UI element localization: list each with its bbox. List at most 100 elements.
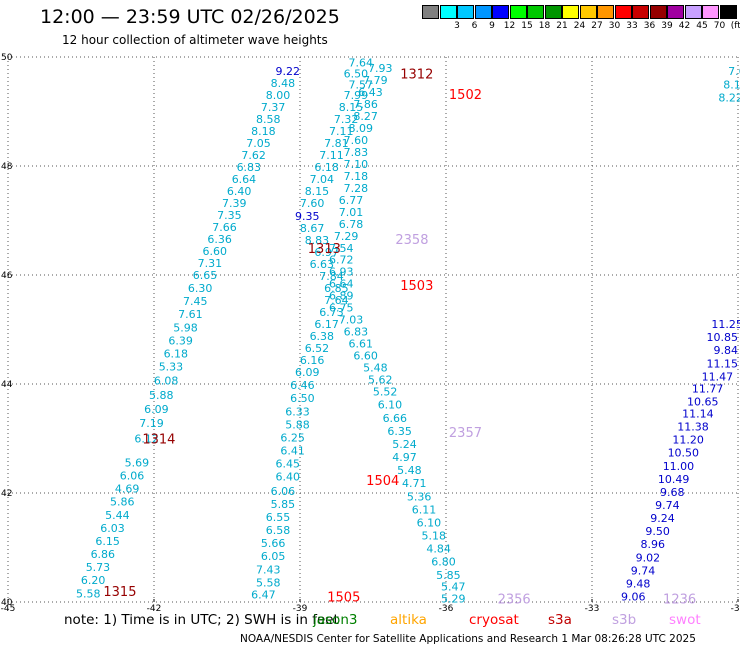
pass-id-label: 1236 — [663, 593, 696, 608]
pass-id-label: 1503 — [400, 279, 433, 294]
pass-id-label: 1502 — [449, 88, 482, 103]
colorbar-label: 27 — [591, 21, 603, 31]
wave-height-value: 9.22 — [276, 65, 301, 78]
wave-height-value: 7.11 — [319, 149, 344, 162]
footer-credit: NOAA/NESDIS Center for Satellite Applica… — [240, 633, 696, 645]
wave-height-value: 6.35 — [387, 425, 412, 438]
wave-height-value: 7.61 — [178, 308, 203, 321]
pass-id-label: 1313 — [308, 242, 341, 257]
wave-height-value: 7.10 — [344, 158, 369, 171]
colorbar-swatch — [439, 5, 457, 19]
wave-height-value: 7.93 — [368, 62, 393, 75]
colorbar-label: 24 — [573, 21, 586, 31]
wave-height-value: 6.63 — [310, 258, 335, 271]
pass-id-label: 1312 — [400, 67, 433, 82]
colorbar-label: 9 — [489, 21, 495, 31]
wave-height-value: 7.18 — [344, 170, 369, 183]
wave-height-value: 7.79 — [363, 74, 388, 87]
x-tick-label: -42 — [147, 604, 162, 614]
wave-height-value: 7.04 — [310, 173, 335, 186]
wave-height-value: 7.45 — [183, 295, 208, 308]
wave-height-value: 6.09 — [144, 403, 169, 416]
wave-height-value: 6.50 — [290, 392, 315, 405]
wave-height-value: 6.75 — [329, 302, 354, 315]
y-tick-label: 42 — [1, 489, 12, 499]
wave-height-value: 9.24 — [650, 512, 675, 525]
colorbar-swatch — [614, 5, 632, 19]
wave-height-value: 5.52 — [373, 386, 398, 399]
pass-id-label: 1504 — [366, 474, 399, 489]
wave-height-value: 6.93 — [329, 266, 354, 279]
colorbar-label: 70 — [713, 21, 726, 31]
pass-id-label: 1314 — [142, 433, 175, 448]
wave-height-value: 5.24 — [392, 438, 417, 451]
wave-height-value: 6.15 — [95, 535, 120, 548]
wave-height-value: 5.18 — [422, 530, 447, 543]
colorbar-swatch — [597, 5, 614, 19]
wave-height-value: 8.48 — [271, 77, 296, 90]
wave-height-value: 5.66 — [261, 537, 286, 550]
x-tick-label: -33 — [585, 604, 600, 614]
wave-height-value: 6.10 — [417, 516, 442, 529]
pass-id-label: 1505 — [327, 591, 360, 606]
wave-height-value: 6.20 — [81, 574, 106, 587]
wave-height-value: 6.58 — [266, 524, 291, 537]
wave-height-value: 6.38 — [310, 330, 335, 343]
wave-height-value: 5.88 — [285, 418, 310, 431]
pass-id-label: 2356 — [498, 593, 531, 608]
wave-height-value: 4.97 — [392, 451, 417, 464]
colorbar-swatch — [562, 5, 579, 19]
wave-height-value: 6.60 — [353, 350, 378, 363]
wave-height-value: 5.73 — [86, 561, 111, 574]
wave-height-value: 6.40 — [227, 185, 252, 198]
wave-height-value: 8.17 — [723, 78, 740, 91]
wave-height-value: 4.84 — [426, 543, 451, 556]
colorbar-label: 3 — [454, 21, 460, 31]
wave-height-value: 11.38 — [677, 421, 709, 434]
wave-height-value: 9.02 — [636, 551, 661, 564]
colorbar-swatch — [684, 5, 702, 19]
wave-height-value: 7.60 — [344, 134, 369, 147]
wave-height-value: 6.80 — [431, 556, 456, 569]
wave-height-value: 5.48 — [397, 464, 422, 477]
wave-height-value: 8.09 — [349, 122, 374, 135]
wave-height-value: 6.50 — [344, 67, 369, 80]
wave-height-value: 6.18 — [164, 347, 189, 360]
colorbar-label: 21 — [556, 21, 568, 31]
wave-height-value: 7.84 — [319, 270, 344, 283]
wave-height-value: 5.98 — [173, 321, 198, 334]
wave-height-value: 5.62 — [368, 374, 393, 387]
wave-height-value: 6.47 — [251, 588, 276, 601]
wave-height-value: 9.06 — [621, 591, 646, 604]
wave-height-value: 6.18 — [314, 161, 339, 174]
wave-height-value: 11.20 — [672, 434, 704, 447]
colorbar-label: 6 — [471, 21, 478, 31]
wave-height-value: 7.86 — [353, 98, 378, 111]
y-tick-label: 44 — [1, 380, 13, 390]
wave-height-value: 7.29 — [334, 230, 359, 243]
wave-height-value: 7.60 — [300, 197, 325, 210]
colorbar-swatch — [492, 5, 509, 19]
wave-height-value: 4.71 — [402, 477, 427, 490]
wave-height-value: 6.43 — [358, 86, 383, 99]
wave-height-value: 5.86 — [110, 496, 135, 509]
wave-height-value: 6.45 — [276, 458, 301, 471]
x-tick-label: -39 — [293, 604, 308, 614]
colorbar-label: 12 — [503, 21, 516, 31]
satellite-swot: swot — [669, 612, 701, 628]
wave-height-value: 8.96 — [641, 538, 666, 551]
wave-height-value: 6.73 — [319, 306, 344, 319]
colorbar-label: 33 — [626, 21, 638, 31]
wave-height-value: 6.66 — [383, 412, 408, 425]
wave-height-value: 7.81 — [324, 137, 349, 150]
wave-height-value: 7.64 — [349, 56, 374, 69]
wave-height-value: 8.58 — [256, 113, 281, 126]
pass-id-label: 2357 — [449, 426, 482, 441]
wave-height-value: 6.09 — [295, 366, 320, 379]
wave-height-value: 10.85 — [707, 331, 739, 344]
wave-height-value: 5.29 — [441, 593, 466, 606]
wave-height-value: 6.12 — [134, 433, 159, 446]
wave-height-value: 11.47 — [702, 370, 734, 383]
chart-subtitle: 12 hour collection of altimeter wave hei… — [62, 33, 328, 47]
colorbar-label: 30 — [608, 21, 621, 31]
